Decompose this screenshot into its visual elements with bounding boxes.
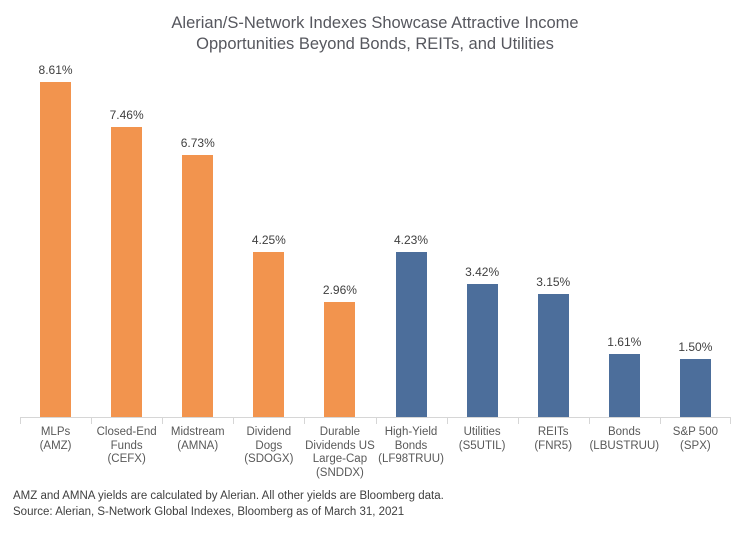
bar — [40, 82, 72, 417]
bar-column: 8.61% — [20, 63, 91, 417]
category-label: MLPs (AMZ) — [39, 426, 72, 452]
bar-column: 3.42% — [447, 265, 518, 417]
footnote-methodology: AMZ and AMNA yields are calculated by Al… — [13, 490, 444, 502]
axis-tick — [20, 418, 21, 424]
chart-title-line2: Opportunities Beyond Bonds, REITs, and U… — [196, 35, 554, 53]
bar — [253, 251, 285, 417]
axis-tick — [446, 418, 448, 424]
bar — [182, 155, 214, 417]
bar-column: 2.96% — [304, 283, 375, 417]
axis-tick — [91, 418, 93, 424]
bar-column: 6.73% — [162, 136, 233, 417]
bar-column: 1.50% — [660, 340, 731, 417]
axis-tick — [730, 418, 731, 424]
bar-value-label: 2.96% — [322, 282, 357, 297]
bar-column: 4.25% — [233, 233, 304, 417]
bar-value-label: 6.73% — [180, 136, 215, 151]
bar-column: 4.23% — [375, 233, 446, 417]
bar-value-label: 4.23% — [394, 233, 429, 248]
footnotes: AMZ and AMNA yields are calculated by Al… — [13, 488, 444, 520]
bar-column: 7.46% — [91, 108, 162, 417]
category-label: S&P 500 (SPX) — [672, 426, 718, 452]
x-axis-ticks — [20, 418, 731, 424]
bar-value-label: 8.61% — [38, 63, 73, 78]
bar-value-label: 3.42% — [465, 264, 500, 279]
axis-tick — [233, 418, 235, 424]
bar-value-label: 7.46% — [109, 107, 144, 122]
bar — [608, 354, 640, 417]
bar — [679, 358, 711, 417]
bar — [324, 301, 356, 417]
axis-tick — [162, 418, 164, 424]
category-label: Closed-End Funds (CEFX) — [96, 426, 157, 465]
bar-column: 3.15% — [518, 275, 589, 417]
bar-value-label: 1.50% — [678, 339, 713, 354]
bar-value-label: 4.25% — [251, 232, 286, 247]
category-label: REITs (FNR5) — [534, 426, 573, 452]
axis-tick — [304, 418, 306, 424]
x-axis-category-labels: MLPs (AMZ) Closed-End Funds (CEFX) Midstre… — [20, 426, 731, 480]
axis-tick — [659, 418, 661, 424]
category-label: High-Yield Bonds (LF98TRUU) — [378, 426, 444, 465]
bar — [466, 283, 498, 417]
bar-value-label: 3.15% — [536, 275, 571, 290]
axis-tick — [375, 418, 377, 424]
axis-tick — [588, 418, 590, 424]
bar — [111, 126, 143, 417]
category-label: Durable Dividends US Large-Cap (SNDDX) — [305, 426, 375, 479]
bar — [395, 252, 427, 417]
category-label: Bonds (LBUSTRUU) — [589, 426, 660, 452]
chart-title-line1: Alerian/S-Network Indexes Showcase Attra… — [171, 14, 579, 32]
chart-title: Alerian/S-Network Indexes Showcase Attra… — [0, 13, 750, 55]
category-label: Dividend Dogs (SDOGX) — [244, 426, 294, 465]
footnote-source: Source: Alerian, S-Network Global Indexe… — [13, 506, 405, 518]
category-label: Utilities (S5UTIL) — [458, 426, 506, 452]
plot-area: 8.61% 7.46% 6.73% 4.25% 2.96% 4.23% 3.42% 3.15%… — [20, 0, 731, 418]
bar — [537, 294, 569, 417]
bar-value-label: 1.61% — [607, 335, 642, 350]
category-label: Midstream (AMNA) — [170, 426, 225, 452]
bar-column: 1.61% — [589, 335, 660, 417]
axis-tick — [517, 418, 519, 424]
